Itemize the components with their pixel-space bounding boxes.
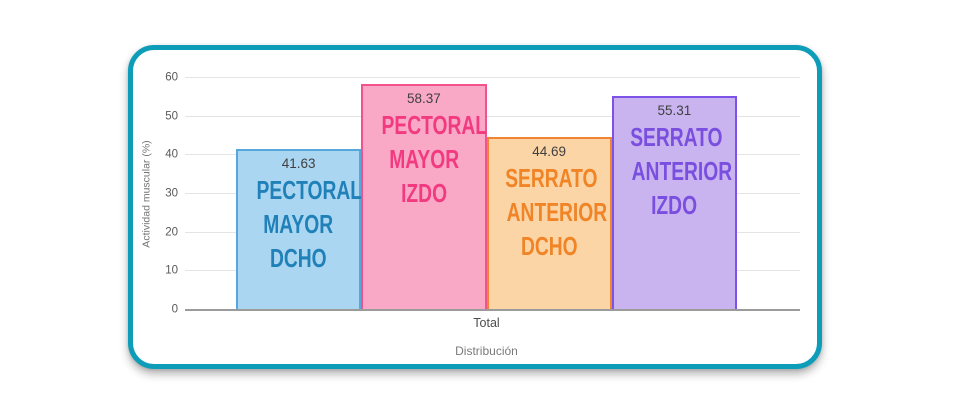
bar-name-line: ANTERIOR	[631, 156, 732, 187]
y-tick-label: 50	[165, 110, 178, 123]
chart-card: Actividad muscular (%) 0 10 20 30 40 50 …	[128, 45, 822, 369]
bar-name-line: SERRATO	[629, 122, 723, 153]
bar-name-line: SERRATO	[504, 163, 598, 194]
bar-name-label: PECTORAL MAYOR IZDO	[363, 108, 488, 210]
y-tick-label: 20	[165, 226, 178, 239]
bar-name-line: DCHO	[520, 231, 578, 262]
bar-name-line: DCHO	[270, 243, 327, 274]
bar-value-label: 58.37	[406, 91, 441, 107]
bar-name-label: SERRATO ANTERIOR IZDO	[614, 120, 735, 222]
bar-name-line: PECTORAL	[256, 175, 363, 206]
bar-pectoral-mayor-izdo[interactable]: 58.37 PECTORAL MAYOR IZDO	[361, 84, 488, 310]
y-tick-label: 40	[165, 148, 178, 161]
bar-name-label: SERRATO ANTERIOR DCHO	[489, 161, 610, 263]
bar-name-line: MAYOR	[388, 144, 459, 175]
y-tick-label: 30	[165, 187, 178, 200]
y-axis-title: Actividad muscular (%)	[141, 140, 153, 248]
y-tick-label: 10	[165, 264, 178, 277]
bar-pectoral-mayor-dcho[interactable]: 41.63 PECTORAL MAYOR DCHO	[236, 149, 363, 310]
x-category-label: Total	[473, 316, 500, 330]
plot-area: 0 10 20 30 40 50 60 41.63 PECTORAL MAYOR…	[165, 72, 800, 316]
bar-name-label: PECTORAL MAYOR DCHO	[238, 173, 363, 275]
bar-name-line: ANTERIOR	[506, 197, 607, 228]
y-tick-label: 60	[165, 71, 178, 84]
y-axis-title-container: Actividad muscular (%)	[139, 78, 155, 310]
bar-name-line: IZDO	[400, 178, 447, 209]
bar-value-label: 41.63	[281, 156, 316, 172]
bar-name-line: MAYOR	[263, 209, 334, 240]
x-axis-baseline	[185, 309, 800, 311]
x-axis-title: Distribución	[455, 344, 518, 358]
gridline-50: 50	[165, 110, 800, 122]
bar-serrato-anterior-dcho[interactable]: 44.69 SERRATO ANTERIOR DCHO	[486, 137, 612, 310]
y-tick-label: 0	[171, 303, 178, 316]
gridline-60: 60	[165, 72, 800, 84]
bar-value-label: 44.69	[532, 144, 567, 160]
bar-value-label: 55.31	[657, 103, 692, 119]
bar-name-line: IZDO	[651, 190, 698, 221]
bar-name-line: PECTORAL	[381, 110, 488, 141]
bar-serrato-anterior-izdo[interactable]: 55.31 SERRATO ANTERIOR IZDO	[611, 96, 737, 310]
